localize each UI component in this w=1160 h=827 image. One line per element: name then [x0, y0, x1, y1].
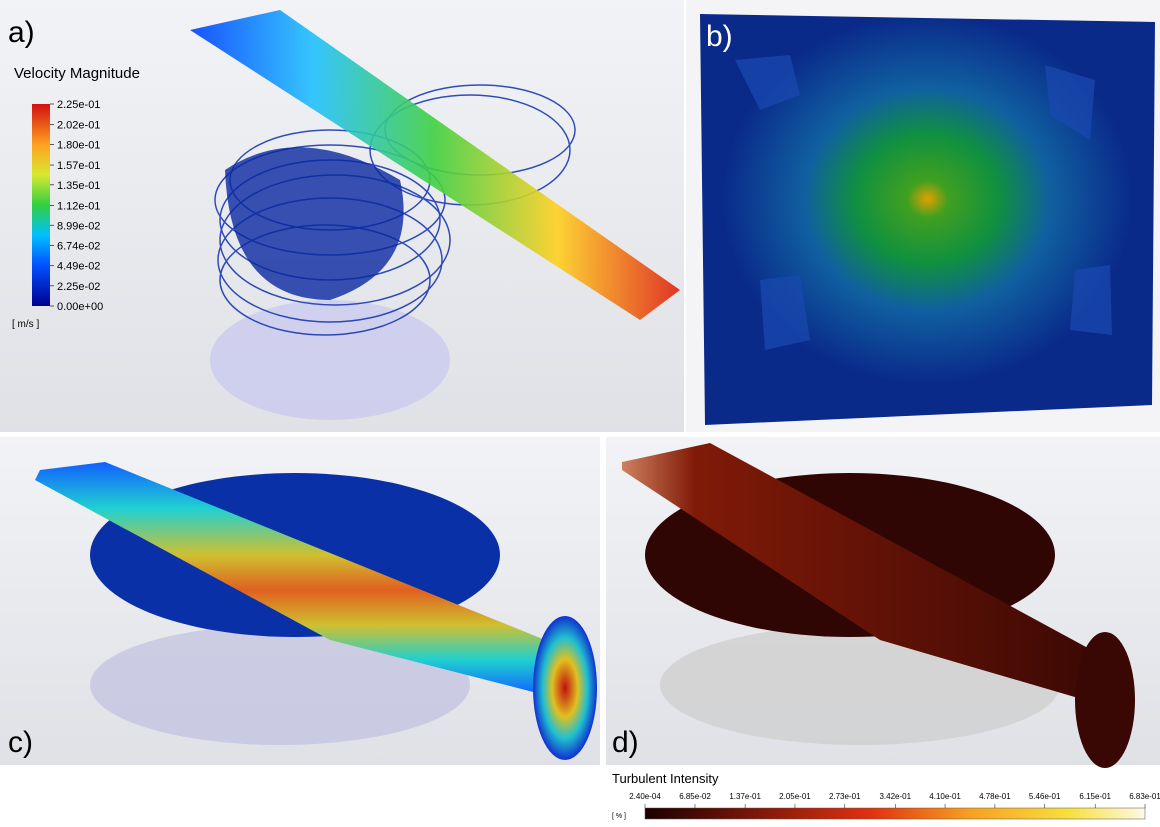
colorbar: [645, 808, 1145, 819]
tick-label: 2.25e-01: [57, 99, 100, 111]
legend-ticks: 2.40e-04 6.85e-02 1.37e-01 2.05e-01 2.73e-01…: [629, 792, 1160, 808]
tick-label: 4.10e-01: [929, 792, 961, 801]
figure: a) Velocity Magnitude [ m/s ] 2.25e-012.…: [0, 0, 1160, 822]
panel-d: d): [606, 437, 1160, 768]
tick-label: 2.25e-02: [57, 281, 100, 293]
panel-b: b): [686, 0, 1160, 432]
tick-label: 0.00e+00: [57, 301, 103, 313]
tick-label: 8.99e-02: [57, 220, 100, 232]
panel-label: c): [8, 726, 33, 759]
tick-label: 6.85e-02: [679, 792, 711, 801]
legend-title: Turbulent Intensity: [612, 771, 719, 786]
tick-label: 3.42e-01: [879, 792, 911, 801]
panel-c: c): [0, 437, 600, 765]
tick-label: 5.46e-01: [1029, 792, 1061, 801]
tick-label: 4.49e-02: [57, 261, 100, 273]
tick-label: 2.73e-01: [829, 792, 861, 801]
outlet: [1075, 632, 1135, 768]
tick-label: 1.57e-01: [57, 160, 100, 172]
colorbar: [32, 104, 50, 306]
tick-label: 1.80e-01: [57, 139, 100, 151]
legend-unit: [ % ]: [612, 813, 626, 820]
tick-label: 4.78e-01: [979, 792, 1011, 801]
tick-label: 1.35e-01: [57, 180, 100, 192]
tick-label: 6.83e-01: [1129, 792, 1160, 801]
legend-title: Velocity Magnitude: [14, 65, 140, 82]
panel-label: b): [706, 20, 733, 53]
panel-a: a) Velocity Magnitude [ m/s ] 2.25e-012.…: [0, 0, 684, 432]
legend-ticks: 2.25e-01 2.02e-01 1.80e-01 1.57e-01 1.35e-01…: [50, 99, 103, 313]
tick-label: 2.40e-04: [629, 792, 661, 801]
outlet: [533, 616, 597, 760]
tick-label: 1.12e-01: [57, 200, 100, 212]
turbulence-legend: Turbulent Intensity [ % ] 2.40e-04 6.85e-…: [612, 771, 1160, 820]
reflection: [210, 300, 450, 420]
panel-label: a): [8, 16, 35, 49]
tick-label: 2.02e-01: [57, 120, 100, 132]
tick-label: 1.37e-01: [729, 792, 761, 801]
tick-label: 2.05e-01: [779, 792, 811, 801]
tick-label: 6.15e-01: [1079, 792, 1111, 801]
panel-label: d): [612, 726, 639, 759]
tick-label: 6.74e-02: [57, 240, 100, 252]
legend-unit: [ m/s ]: [12, 319, 39, 330]
